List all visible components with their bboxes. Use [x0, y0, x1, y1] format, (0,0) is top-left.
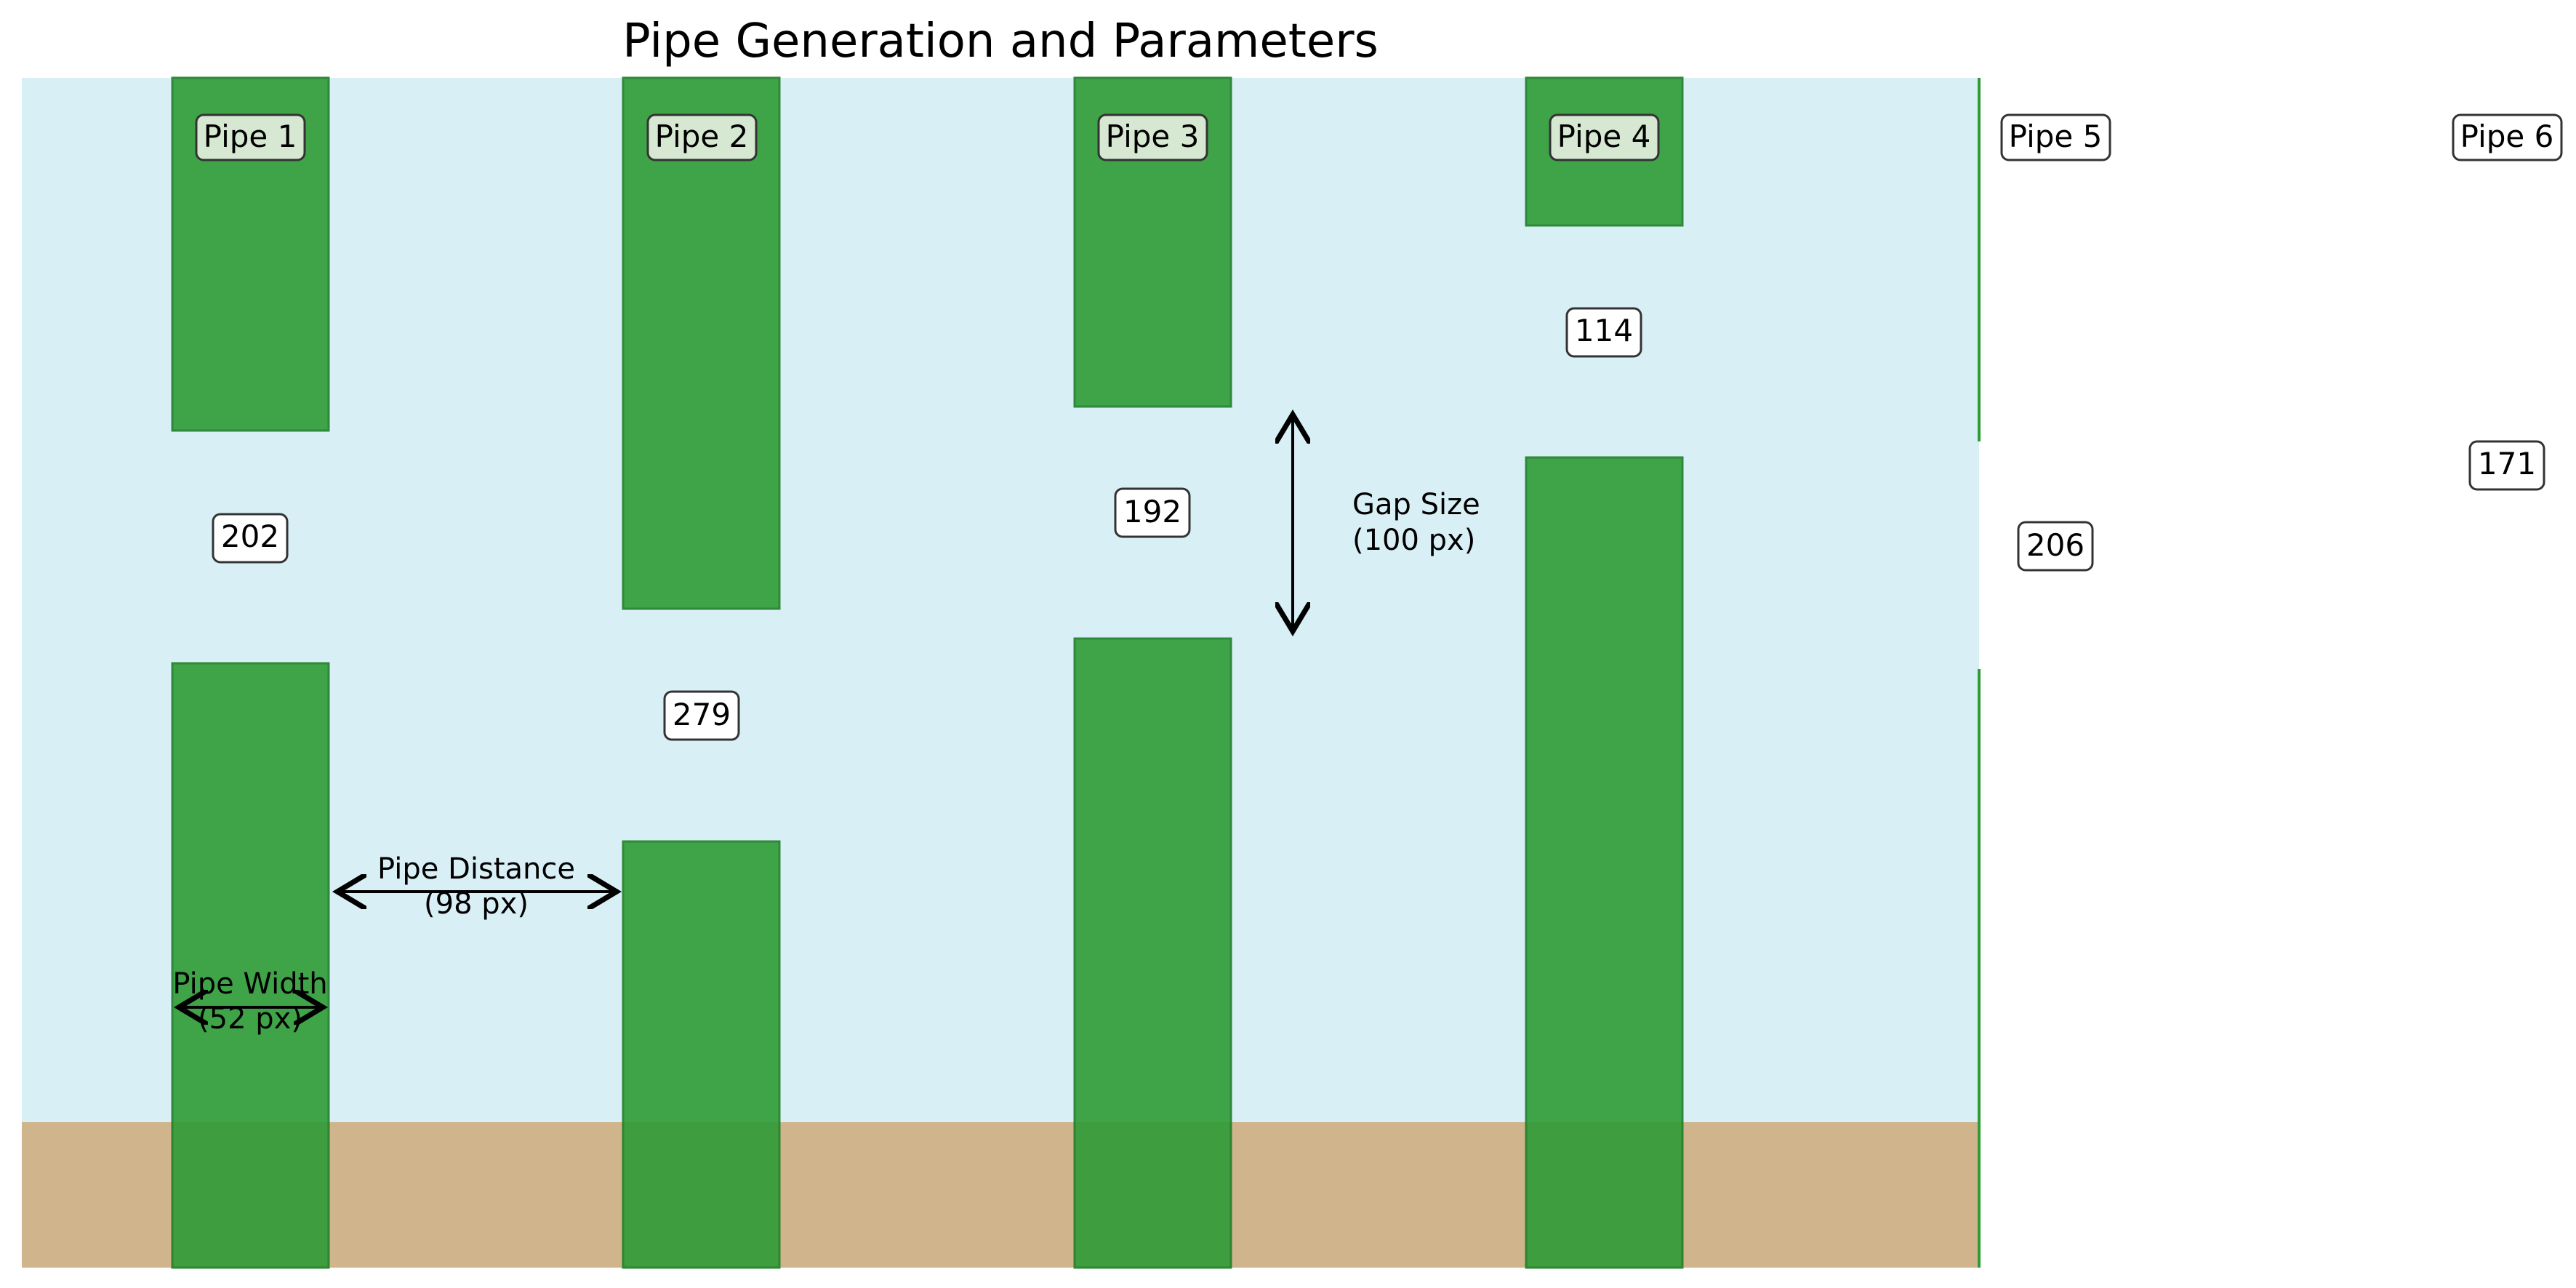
pipe-distance-label-line-2: (98 px) [424, 887, 529, 921]
diagram-title: Pipe Generation and Parameters [622, 15, 1379, 68]
pipe-1-bottom [171, 662, 330, 1269]
gap-value-4: 114 [1565, 307, 1642, 358]
gap-value-6-box [2468, 440, 2545, 491]
gap-value-5-text: 206 [2026, 527, 2085, 563]
pipe-distance-annotation: Pipe Distance (98 px) [337, 852, 617, 921]
gap-value-2-text: 279 [673, 697, 731, 732]
pipe-label-3-text: Pipe 3 [1106, 119, 1200, 154]
pipe-label-1: Pipe 1 [195, 113, 306, 161]
pipe-2-top [622, 76, 781, 610]
pipe-2 [622, 76, 781, 1269]
gap-value-4-box [1565, 307, 1642, 358]
pipe-label-5-text: Pipe 5 [2009, 119, 2103, 154]
gap-value-3-box [1114, 487, 1191, 538]
pipe-4 [1525, 76, 1684, 1269]
pipe-label-5-box [2000, 113, 2111, 161]
pipe-1 [171, 76, 330, 1269]
pipe-label-4: Pipe 4 [1549, 113, 1660, 161]
gap-size-label-line-1: Gap Size [1352, 488, 1480, 521]
pipe-width-label-line-1: Pipe Width [172, 967, 327, 1001]
gap-value-2-box [663, 690, 740, 741]
pipe-label-2-box [646, 113, 758, 161]
pipe-label-2: Pipe 2 [646, 113, 758, 161]
gap-size-annotation: Gap Size (100 px) [1293, 415, 1480, 631]
pipe-label-5: Pipe 5 [2000, 113, 2111, 161]
pipe-label-6: Pipe 6 [2452, 113, 2563, 161]
pipe-distance-label-line-1: Pipe Distance [377, 852, 575, 886]
gap-value-1-box [212, 513, 289, 564]
gap-value-5-box [2017, 521, 2094, 572]
pipe-4-bottom [1525, 456, 1684, 1269]
gap-value-4-text: 114 [1575, 313, 1633, 348]
gap-value-3: 192 [1114, 487, 1191, 538]
pipe-label-3-box [1097, 113, 1208, 161]
gap-value-1: 202 [212, 513, 289, 564]
gap-value-1-text: 202 [221, 519, 279, 554]
pipe-label-3: Pipe 3 [1097, 113, 1208, 161]
pipe-label-4-text: Pipe 4 [1557, 119, 1651, 154]
pipe-label-6-box [2452, 113, 2563, 161]
pipe-3 [1073, 76, 1232, 1269]
gap-value-2: 279 [663, 690, 740, 741]
gap-value-6: 171 [2468, 440, 2545, 491]
pipe-label-4-box [1549, 113, 1660, 161]
pipe-3-bottom [1073, 637, 1232, 1269]
pipe-width-annotation: Pipe Width (52 px) [172, 967, 327, 1036]
gap-value-5: 206 [2017, 521, 2094, 572]
gap-size-label-line-2: (100 px) [1352, 524, 1475, 557]
pipe-label-1-text: Pipe 1 [204, 119, 297, 154]
pipe-label-6-text: Pipe 6 [2460, 119, 2554, 154]
gap-value-3-text: 192 [1123, 494, 1181, 529]
pipe-width-label-line-2: (52 px) [198, 1002, 302, 1036]
pipe-label-1-box [195, 113, 306, 161]
gap-value-6-text: 171 [2478, 446, 2536, 481]
pipe-label-2-text: Pipe 2 [655, 119, 749, 154]
pipe-2-bottom [622, 840, 781, 1269]
